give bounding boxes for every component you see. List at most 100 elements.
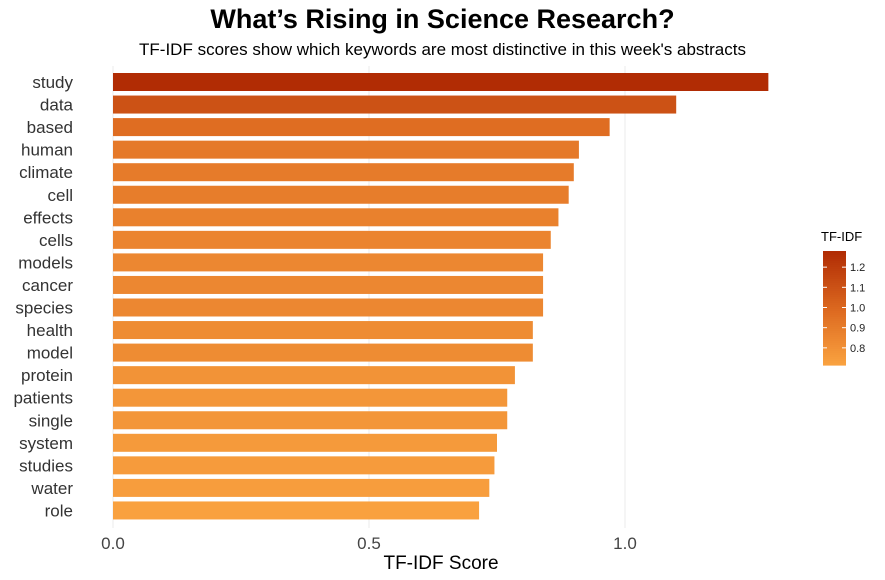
- bar-models: [113, 253, 544, 272]
- legend-tick-label: 1.1: [850, 282, 865, 294]
- legend-gradient-segment: [823, 251, 846, 254]
- category-label: human: [21, 141, 73, 160]
- bar-role: [113, 501, 480, 520]
- legend-gradient-segment: [823, 299, 846, 302]
- bar-data: [113, 95, 677, 114]
- legend-gradient-segment: [823, 291, 846, 294]
- legend-gradient-segment: [823, 349, 846, 352]
- legend-gradient-segment: [823, 313, 846, 316]
- category-label: based: [27, 118, 73, 137]
- bar-study: [113, 73, 769, 91]
- legend-gradient-segment: [823, 295, 846, 298]
- category-label: study: [32, 73, 73, 92]
- legend-gradient-segment: [823, 307, 846, 310]
- category-label: cells: [39, 231, 73, 250]
- bar-single: [113, 411, 508, 430]
- legend-gradient-segment: [823, 325, 846, 328]
- legend-gradient-segment: [823, 281, 846, 284]
- legend-gradient-segment: [823, 255, 846, 258]
- bar-studies: [113, 456, 495, 475]
- legend-gradient-segment: [823, 331, 846, 334]
- legend-gradient-segment: [823, 309, 846, 312]
- legend-gradient-segment: [823, 285, 846, 288]
- legend-gradient-segment: [823, 351, 846, 354]
- x-tick-label: 0.5: [357, 534, 381, 553]
- legend-gradient-segment: [823, 311, 846, 314]
- category-label: model: [27, 344, 73, 363]
- category-label: single: [29, 411, 73, 430]
- category-label: models: [18, 253, 73, 272]
- bar-based: [113, 118, 610, 137]
- legend-tick-label: 0.8: [850, 343, 865, 355]
- legend-gradient-segment: [823, 347, 846, 350]
- category-label: protein: [21, 366, 73, 385]
- category-label: data: [40, 96, 74, 115]
- legend-gradient-segment: [823, 337, 846, 340]
- legend-gradient-segment: [823, 357, 846, 360]
- legend-gradient-segment: [823, 277, 846, 280]
- legend-gradient-segment: [823, 353, 846, 356]
- legend-gradient-segment: [823, 341, 846, 344]
- legend-gradient-segment: [823, 283, 846, 286]
- bar-cells: [113, 230, 551, 249]
- legend-gradient-segment: [823, 339, 846, 342]
- legend-gradient-segment: [823, 273, 846, 276]
- legend-title: TF-IDF: [821, 229, 862, 244]
- legend-gradient-segment: [823, 275, 846, 278]
- legend-gradient-segment: [823, 343, 846, 346]
- legend-gradient-segment: [823, 289, 846, 292]
- legend-gradient-segment: [823, 303, 846, 306]
- category-label: water: [30, 479, 73, 498]
- category-label: patients: [13, 389, 73, 408]
- category-label: effects: [23, 208, 73, 227]
- legend-gradient-segment: [823, 363, 846, 366]
- legend-gradient-segment: [823, 345, 846, 348]
- category-label: climate: [19, 163, 73, 182]
- legend-gradient-segment: [823, 297, 846, 300]
- legend-gradient-segment: [823, 319, 846, 322]
- legend-tick-label: 1.0: [850, 302, 865, 314]
- category-label: cancer: [22, 276, 73, 295]
- legend-gradient-segment: [823, 301, 846, 304]
- legend-gradient-segment: [823, 315, 846, 318]
- bar-health: [113, 321, 533, 340]
- legend-gradient-segment: [823, 329, 846, 332]
- legend-gradient-segment: [823, 267, 846, 270]
- legend-gradient-segment: [823, 263, 846, 266]
- bar-model: [113, 343, 533, 362]
- bar-system: [113, 433, 497, 452]
- legend-gradient-segment: [823, 323, 846, 326]
- legend-gradient-segment: [823, 361, 846, 364]
- legend-gradient-segment: [823, 305, 846, 308]
- legend-gradient-segment: [823, 265, 846, 268]
- legend-gradient-segment: [823, 321, 846, 324]
- legend-gradient-segment: [823, 355, 846, 358]
- bar-climate: [113, 163, 574, 182]
- legend-gradient-segment: [823, 279, 846, 282]
- legend-gradient-segment: [823, 261, 846, 264]
- legend-tick-label: 0.9: [850, 323, 865, 335]
- legend-gradient-segment: [823, 333, 846, 336]
- x-axis-ticks: 0.0 0.5 1.0: [101, 534, 637, 553]
- category-label: role: [45, 501, 73, 520]
- legend-gradient-segment: [823, 293, 846, 296]
- legend: TF-IDF 1.2 1.1 1.0 0.9 0.8: [821, 229, 865, 366]
- category-label: health: [27, 321, 73, 340]
- legend-gradient-segment: [823, 317, 846, 320]
- bar-effects: [113, 208, 559, 227]
- bar-protein: [113, 366, 515, 385]
- x-tick-label: 0.0: [101, 534, 125, 553]
- category-labels: study data based human climate cell effects cel…: [13, 73, 73, 520]
- bar-human: [113, 140, 579, 159]
- category-label: system: [19, 434, 73, 453]
- legend-gradient-segment: [823, 271, 846, 274]
- bars: [113, 73, 769, 520]
- legend-gradient-segment: [823, 327, 846, 330]
- legend-gradient-segment: [823, 257, 846, 260]
- chart-title: What’s Rising in Science Research?: [210, 4, 675, 34]
- legend-gradient-segment: [823, 269, 846, 272]
- legend-gradient-segment: [823, 359, 846, 362]
- category-label: cell: [47, 186, 73, 205]
- chart-subtitle: TF-IDF scores show which keywords are mo…: [139, 40, 746, 59]
